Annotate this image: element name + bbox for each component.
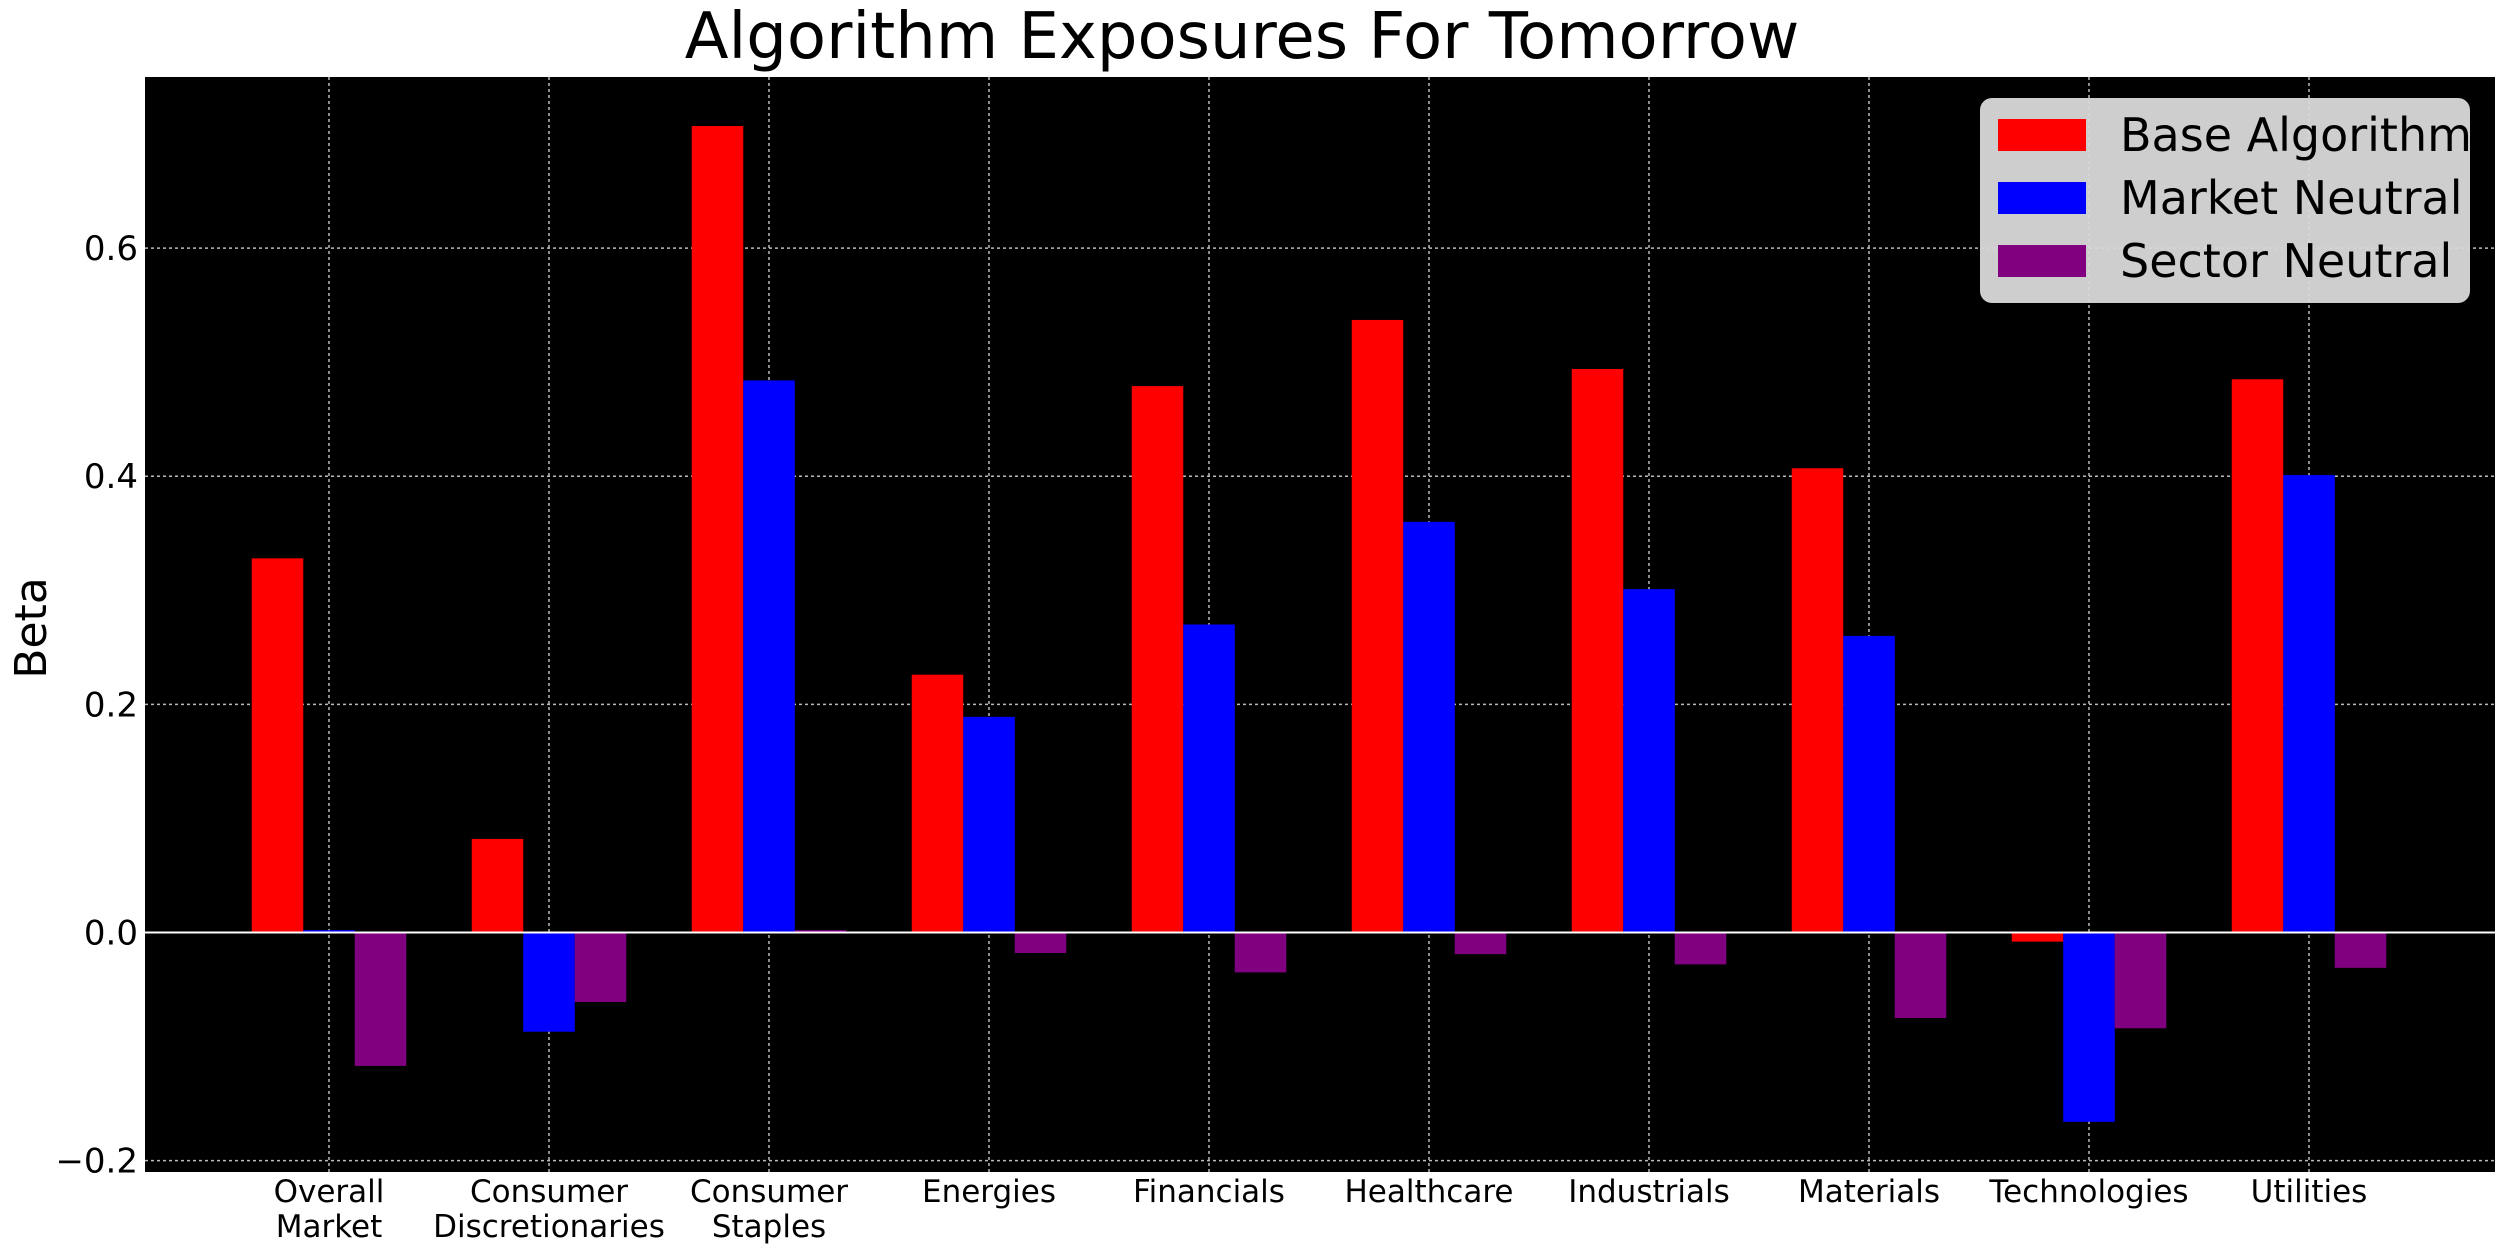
bar-sector-neutral — [1234, 932, 1287, 973]
bar-sector-neutral — [2114, 932, 2167, 1029]
y-tick-label: 0.4 — [84, 457, 138, 497]
bar-market-neutral — [523, 932, 575, 1032]
x-tick-label: Market — [276, 1209, 383, 1245]
bar-sector-neutral — [1894, 932, 1947, 1019]
x-tick-label: Energies — [922, 1174, 1056, 1210]
x-tick-label: Technologies — [1988, 1174, 2188, 1210]
bar-base-algorithm — [2011, 932, 2064, 942]
bar-market-neutral — [963, 716, 1015, 933]
x-tick-label: Utilities — [2251, 1174, 2368, 1210]
bar-base-algorithm — [471, 838, 524, 933]
bar-sector-neutral — [2334, 932, 2387, 968]
x-tick-label: Consumer — [470, 1174, 628, 1210]
legend-box — [1980, 98, 2470, 303]
y-tick-label: −0.2 — [55, 1142, 138, 1182]
y-axis-ticks: −0.2 0.0 0.2 0.4 0.6 — [55, 229, 138, 1182]
bar-base-algorithm — [1571, 369, 1624, 933]
legend-swatch — [1998, 182, 2086, 214]
bar-base-algorithm — [251, 558, 304, 933]
legend: Base Algorithm Market Neutral Sector Neutr… — [1980, 98, 2472, 303]
bar-sector-neutral — [1014, 932, 1067, 953]
x-tick-label: Discretionaries — [433, 1209, 665, 1245]
bar-base-algorithm — [691, 126, 744, 933]
bar-market-neutral — [1403, 521, 1455, 933]
x-axis-ticks: OverallMarketConsumerDiscretionariesCons… — [274, 1174, 2368, 1245]
bar-sector-neutral — [354, 932, 407, 1066]
y-axis-label: Beta — [6, 577, 57, 678]
legend-label: Base Algorithm — [2120, 108, 2472, 162]
bar-base-algorithm — [1131, 386, 1184, 933]
y-tick-label: 0.2 — [84, 685, 138, 725]
chart-title: Algorithm Exposures For Tomorrow — [685, 0, 1800, 74]
legend-label: Market Neutral — [2120, 171, 2463, 225]
bar-sector-neutral — [1674, 932, 1727, 965]
x-tick-label: Consumer — [690, 1174, 848, 1210]
bar-market-neutral — [1623, 589, 1675, 933]
x-tick-label: Staples — [712, 1209, 826, 1245]
bar-base-algorithm — [1791, 468, 1844, 933]
bar-sector-neutral — [794, 930, 847, 933]
bar-base-algorithm — [911, 674, 964, 933]
bar-market-neutral — [2063, 932, 2115, 1122]
bar-market-neutral — [2283, 475, 2335, 933]
bar-sector-neutral — [574, 932, 627, 1003]
bars — [251, 126, 2387, 1122]
legend-label: Sector Neutral — [2120, 234, 2452, 288]
x-tick-label: Overall — [274, 1174, 385, 1210]
legend-swatch — [1998, 119, 2086, 151]
x-tick-label: Industrials — [1568, 1174, 1730, 1210]
x-tick-label: Materials — [1798, 1174, 1940, 1210]
bar-market-neutral — [1843, 635, 1895, 933]
bar-sector-neutral — [1454, 932, 1507, 955]
legend-swatch — [1998, 245, 2086, 277]
bar-market-neutral — [743, 380, 795, 933]
y-tick-label: 0.0 — [84, 913, 138, 953]
bar-market-neutral — [1183, 624, 1235, 933]
bar-market-neutral — [303, 930, 355, 933]
y-tick-label: 0.6 — [84, 229, 138, 269]
x-tick-label: Financials — [1133, 1174, 1285, 1210]
bar-base-algorithm — [2231, 379, 2284, 933]
x-tick-label: Healthcare — [1345, 1174, 1514, 1210]
bar-base-algorithm — [1351, 319, 1404, 933]
